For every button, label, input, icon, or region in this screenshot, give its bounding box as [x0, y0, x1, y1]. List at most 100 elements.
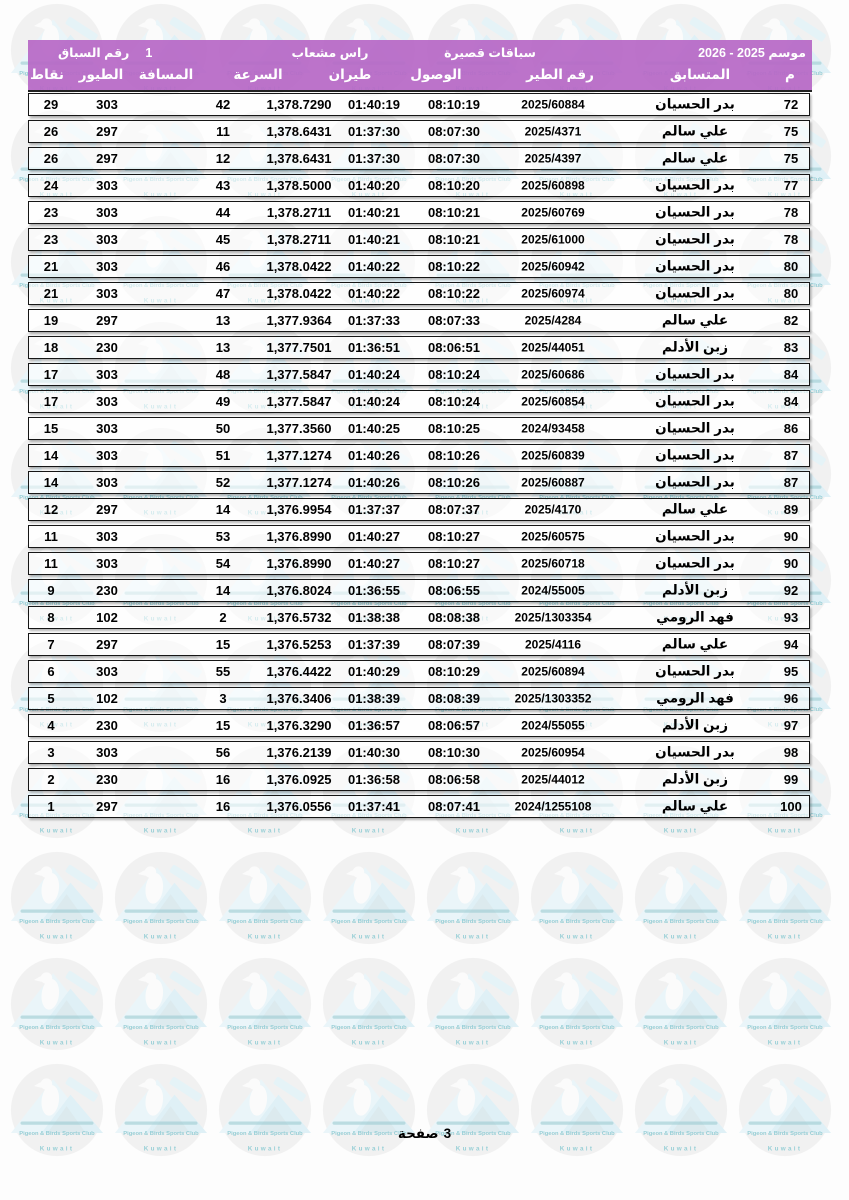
cell-birds: 303	[96, 393, 118, 409]
cell-arrival-time: 08:10:25	[427, 420, 481, 436]
cell-speed: 1,376.8990	[266, 555, 332, 571]
cell-speed: 1,376.8024	[266, 582, 332, 598]
table-row: 15 303 50 1,377.3560 01:40:25 08:10:25 2024/93…	[28, 417, 810, 440]
cell-birds: 303	[96, 177, 118, 193]
cell-points: 14	[43, 474, 59, 490]
cell-arrival-time: 08:07:39	[427, 636, 481, 652]
cell-position: 77	[783, 177, 799, 193]
table-row: 17 303 48 1,377.5847 01:40:24 08:10:24 2025/60…	[28, 363, 810, 386]
cell-flight-time: 01:40:29	[347, 663, 401, 679]
table-row: 21 303 47 1,378.0422 01:40:22 08:10:22 2025/60…	[28, 282, 810, 305]
cell-points: 21	[43, 285, 59, 301]
cell-ring-number: 2025/61000	[521, 232, 585, 247]
cell-ring-number: 2024/93458	[521, 421, 585, 436]
cell-arrival-time: 08:08:38	[427, 609, 481, 625]
cell-ring-number: 2025/60942	[521, 259, 585, 274]
cell-arrival-time: 08:08:39	[427, 690, 481, 706]
cell-speed: 1,378.0422	[266, 258, 332, 274]
table-row: 4 230 15 1,376.3290 01:36:57 08:06:57 2024/550…	[28, 714, 810, 737]
cell-flight-time: 01:38:38	[347, 609, 401, 625]
table-row: 8 102 2 1,376.5732 01:38:38 08:08:38 2025/1303…	[28, 606, 810, 629]
cell-flight-time: 01:36:55	[347, 582, 401, 598]
race-number-value: 1	[145, 46, 153, 60]
cell-arrival-time: 08:10:22	[427, 285, 481, 301]
cell-position: 94	[783, 636, 799, 652]
pigeon-club-logo-watermark	[10, 957, 104, 1051]
table-row: 11 303 53 1,376.8990 01:40:27 08:10:27 2025/60…	[28, 525, 810, 548]
release-point: راس مشعاب	[291, 46, 369, 60]
cell-arrival-time: 08:10:24	[427, 393, 481, 409]
cell-arrival-time: 08:07:30	[427, 123, 481, 139]
cell-position: 95	[783, 663, 799, 679]
table-row: 3 303 56 1,376.2139 01:40:30 08:10:30 2025/609…	[28, 741, 810, 764]
cell-arrival-time: 08:10:20	[427, 177, 481, 193]
cell-birds: 102	[96, 609, 118, 625]
cell-flight-time: 01:40:30	[347, 744, 401, 760]
cell-points: 17	[43, 393, 59, 409]
table-row: 14 303 51 1,377.1274 01:40:26 08:10:26 2025/60…	[28, 444, 810, 467]
cell-points: 21	[43, 258, 59, 274]
cell-distance: 16	[215, 798, 231, 814]
cell-ring-number: 2024/55055	[521, 718, 585, 733]
cell-fancier: علي سالم	[661, 150, 729, 166]
cell-arrival-time: 08:10:21	[427, 231, 481, 247]
cell-points: 23	[43, 204, 59, 220]
cell-position: 80	[783, 258, 799, 274]
pigeon-club-logo-watermark	[738, 851, 832, 945]
cell-arrival-time: 08:10:26	[427, 447, 481, 463]
cell-points: 29	[43, 96, 59, 112]
cell-birds: 230	[96, 771, 118, 787]
cell-distance: 48	[215, 366, 231, 382]
table-row: 21 303 46 1,378.0422 01:40:22 08:10:22 2025/60…	[28, 255, 810, 278]
season-value: 2025 - 2026	[698, 46, 765, 60]
cell-flight-time: 01:37:30	[347, 150, 401, 166]
cell-speed: 1,377.5847	[266, 393, 332, 409]
cell-points: 26	[43, 123, 59, 139]
cell-flight-time: 01:37:37	[347, 501, 401, 517]
pigeon-club-logo-watermark	[738, 1063, 832, 1157]
cell-distance: 55	[215, 663, 231, 679]
cell-position: 97	[783, 717, 799, 733]
cell-flight-time: 01:36:51	[347, 339, 401, 355]
cell-distance: 43	[215, 177, 231, 193]
cell-birds: 303	[96, 96, 118, 112]
season-label: موسم	[768, 46, 806, 60]
cell-flight-time: 01:40:26	[347, 447, 401, 463]
cell-speed: 1,377.3560	[266, 420, 332, 436]
cell-birds: 230	[96, 339, 118, 355]
cell-distance: 46	[215, 258, 231, 274]
cell-arrival-time: 08:07:41	[427, 798, 481, 814]
page-label: صفحة	[397, 1126, 439, 1141]
pigeon-club-logo-watermark	[426, 957, 520, 1051]
pigeon-club-logo-watermark	[426, 851, 520, 945]
cell-distance: 12	[215, 150, 231, 166]
cell-birds: 230	[96, 717, 118, 733]
cell-arrival-time: 08:10:27	[427, 528, 481, 544]
cell-speed: 1,376.9954	[266, 501, 332, 517]
pigeon-club-logo-watermark	[322, 957, 416, 1051]
cell-points: 23	[43, 231, 59, 247]
column-header-points: نقاط	[30, 67, 64, 82]
cell-speed: 1,378.7290	[266, 96, 332, 112]
cell-birds: 303	[96, 528, 118, 544]
cell-birds: 303	[96, 474, 118, 490]
cell-flight-time: 01:38:39	[347, 690, 401, 706]
cell-ring-number: 2024/55005	[521, 583, 585, 598]
pigeon-club-logo-watermark	[634, 851, 728, 945]
cell-points: 8	[47, 609, 55, 625]
cell-distance: 56	[215, 744, 231, 760]
cell-fancier: بدر الحسيان	[655, 528, 735, 544]
table-row: 1 297 16 1,376.0556 01:37:41 08:07:41 2024/125…	[28, 795, 810, 818]
cell-distance: 45	[215, 231, 231, 247]
cell-ring-number: 2025/60854	[521, 394, 585, 409]
cell-arrival-time: 08:10:22	[427, 258, 481, 274]
cell-flight-time: 01:37:39	[347, 636, 401, 652]
race-number-label: رقم السباق	[58, 46, 130, 60]
title-row: رقم السباق 1 راس مشعاب سباقات قصيرة موسم…	[28, 40, 812, 64]
cell-birds: 102	[96, 690, 118, 706]
cell-position: 92	[783, 582, 799, 598]
cell-flight-time: 01:40:19	[347, 96, 401, 112]
cell-position: 86	[783, 420, 799, 436]
cell-birds: 230	[96, 582, 118, 598]
cell-birds: 297	[96, 501, 118, 517]
